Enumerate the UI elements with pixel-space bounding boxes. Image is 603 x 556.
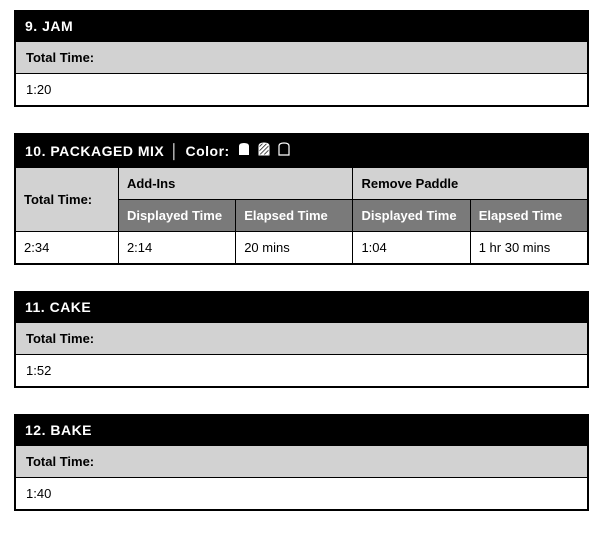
jam-table: Total Time: 1:20 (15, 41, 588, 106)
bread-icon-dark (276, 141, 292, 160)
program-header-jam: 9. JAM (15, 11, 588, 41)
total-time-label: Total Time: (16, 446, 588, 478)
bread-icon-light (236, 141, 252, 160)
program-title: 10. PACKAGED MIX (25, 143, 164, 159)
remove-displayed-value: 1:04 (353, 232, 470, 264)
addins-elapsed-time-label: Elapsed Time (236, 200, 353, 232)
total-time-label: Total Time: (16, 323, 588, 355)
program-header-packaged-mix: 10. PACKAGED MIX │ Color: (15, 134, 588, 167)
bake-table: Total Time: 1:40 (15, 445, 588, 510)
addins-elapsed-value: 20 mins (236, 232, 353, 264)
addins-displayed-time-label: Displayed Time (118, 200, 235, 232)
header-divider: │ (170, 143, 179, 159)
remove-displayed-time-label: Displayed Time (353, 200, 470, 232)
program-title: 11. CAKE (25, 299, 91, 315)
program-packaged-mix: 10. PACKAGED MIX │ Color: (14, 133, 589, 265)
packaged-mix-table: Total Time: Add-Ins Remove Paddle Displa… (15, 167, 588, 264)
total-time-value: 2:34 (16, 232, 119, 264)
total-time-label: Total Time: (16, 168, 119, 232)
color-icons-group (236, 141, 292, 160)
bread-icon-medium (256, 141, 272, 160)
program-header-cake: 11. CAKE (15, 292, 588, 322)
remove-elapsed-value: 1 hr 30 mins (470, 232, 587, 264)
color-label: Color: (185, 143, 229, 159)
total-time-value: 1:52 (16, 355, 588, 387)
remove-elapsed-time-label: Elapsed Time (470, 200, 587, 232)
total-time-value: 1:40 (16, 478, 588, 510)
program-cake: 11. CAKE Total Time: 1:52 (14, 291, 589, 388)
addins-label: Add-Ins (118, 168, 353, 200)
program-header-bake: 12. BAKE (15, 415, 588, 445)
program-bake: 12. BAKE Total Time: 1:40 (14, 414, 589, 511)
total-time-value: 1:20 (16, 74, 588, 106)
program-title: 12. BAKE (25, 422, 92, 438)
program-title: 9. JAM (25, 18, 73, 34)
cake-table: Total Time: 1:52 (15, 322, 588, 387)
remove-paddle-label: Remove Paddle (353, 168, 588, 200)
addins-displayed-value: 2:14 (118, 232, 235, 264)
program-jam: 9. JAM Total Time: 1:20 (14, 10, 589, 107)
total-time-label: Total Time: (16, 42, 588, 74)
